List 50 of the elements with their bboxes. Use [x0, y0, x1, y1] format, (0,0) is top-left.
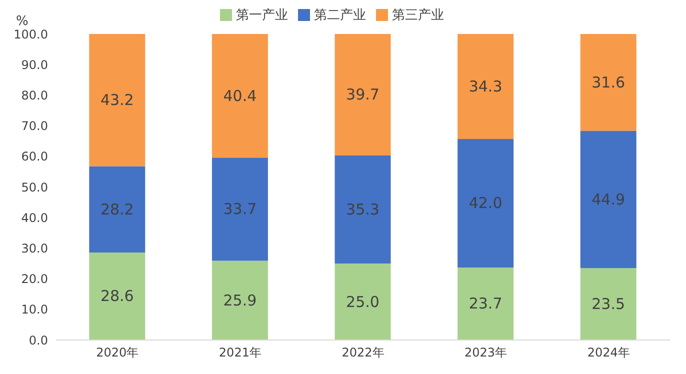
bar [212, 158, 268, 261]
bar [580, 130, 636, 268]
x-tick-label: 2024年 [587, 346, 630, 360]
y-tick-label: 0.0 [28, 333, 48, 348]
bar [458, 267, 514, 340]
y-tick-label: 100.0 [14, 27, 48, 42]
y-tick-label: 10.0 [21, 302, 48, 317]
legend-label: 第二产业 [314, 8, 366, 23]
bar [580, 34, 636, 131]
data-label: 42.0 [468, 194, 502, 212]
data-label: 44.9 [592, 190, 626, 208]
data-label: 28.2 [100, 200, 134, 218]
data-label: 35.3 [346, 200, 380, 218]
data-label: 39.7 [346, 86, 380, 104]
x-tick-label: 2020年 [96, 346, 139, 360]
data-label: 23.7 [468, 294, 502, 313]
bar [458, 138, 514, 268]
legend-label: 第三产业 [392, 8, 444, 23]
y-tick-label: 50.0 [21, 180, 48, 194]
y-tick-label: 90.0 [21, 58, 48, 72]
y-tick-label: 20.0 [21, 272, 48, 286]
bar [89, 34, 146, 166]
data-label: 34.3 [468, 77, 502, 96]
data-label: 25.9 [223, 291, 257, 310]
bar [89, 252, 146, 340]
data-label: 25.0 [346, 292, 380, 311]
bar [334, 264, 391, 340]
bar [334, 155, 391, 264]
y-tick-label: 80.0 [21, 88, 48, 102]
data-label: 28.6 [100, 287, 134, 306]
y-tick-label: 60.0 [21, 150, 48, 164]
data-label: 33.7 [223, 200, 257, 218]
bar [458, 34, 514, 139]
y-axis-title: % [16, 14, 28, 29]
x-tick-label: 2021年 [218, 346, 262, 360]
y-tick-label: 30.0 [21, 241, 48, 256]
legend-label: 第一产业 [236, 8, 288, 23]
y-tick-label: 40.0 [21, 210, 48, 225]
bar [212, 34, 268, 158]
y-tick-label: 70.0 [21, 119, 48, 134]
data-label: 40.4 [223, 86, 257, 105]
bar [580, 268, 636, 340]
x-tick-label: 2023年 [464, 346, 508, 360]
bar [334, 34, 391, 156]
bar [89, 166, 146, 252]
bar [212, 260, 268, 340]
data-label: 31.6 [592, 73, 626, 92]
x-tick-label: 2022年 [342, 346, 384, 360]
data-label: 23.5 [592, 295, 626, 314]
data-label: 43.2 [100, 91, 134, 110]
